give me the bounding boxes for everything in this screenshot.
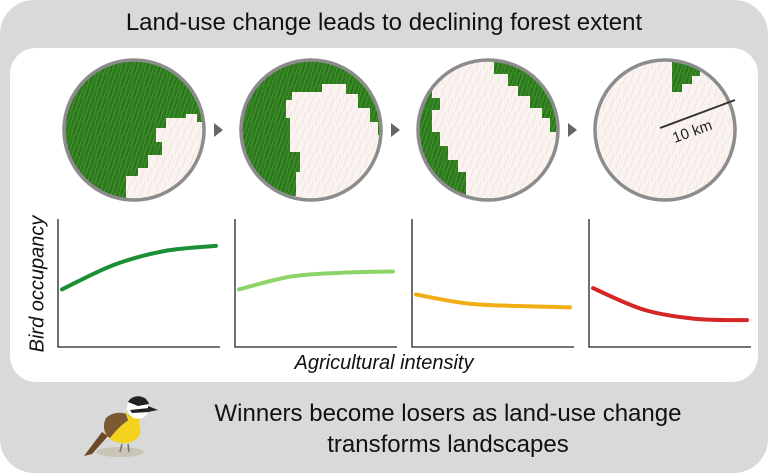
panel-axes-2 — [234, 219, 397, 348]
landscape-circle-2 — [239, 58, 383, 202]
arrow-right-icon — [391, 123, 400, 137]
panel-axes-3 — [411, 219, 574, 348]
caption-line-2: transforms landscapes — [327, 431, 569, 458]
occupancy-curve-3 — [414, 292, 572, 310]
arrow-right-icon — [568, 123, 577, 137]
landscape-circle-4: 10 km — [593, 58, 737, 202]
panel-axes-4 — [588, 219, 751, 348]
occupancy-curves — [60, 243, 749, 323]
caption-line-1: Winners become losers as land-use change — [214, 400, 682, 427]
landscape-circle-1 — [62, 58, 206, 202]
arrow-right-icon — [214, 123, 223, 137]
figure-title: Land-use change leads to declining fores… — [125, 9, 643, 36]
panel-axes-1 — [57, 219, 220, 348]
y-axis-label: Bird occupancy — [26, 215, 49, 353]
occupancy-curve-2 — [237, 269, 395, 292]
bird-icon — [84, 396, 158, 457]
occupancy-curve-4 — [591, 286, 749, 323]
figure-caption: Winners become losers as land-use change… — [168, 398, 728, 460]
occupancy-curve-1 — [60, 243, 218, 292]
x-axis-label: Agricultural intensity — [294, 352, 474, 374]
scale-bar — [659, 99, 736, 129]
landscape-circle-3 — [416, 58, 560, 202]
